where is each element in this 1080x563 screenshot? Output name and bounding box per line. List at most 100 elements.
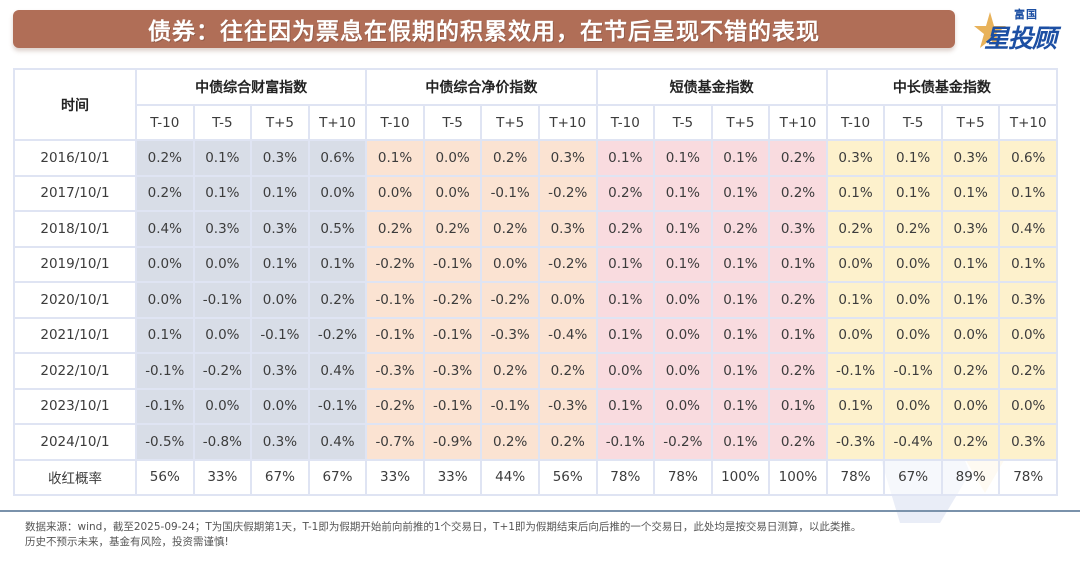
group-header-mid-long-bond-fund: 中长债基金指数 bbox=[825, 68, 1059, 106]
value-cell: 0.3% bbox=[768, 210, 828, 248]
table-row: 2017/10/1 0.2% 0.1% 0.1% 0.0% 0.0% 0.0% -0.1% -0… bbox=[13, 174, 1058, 212]
probability-label: 收红概率 bbox=[13, 458, 137, 496]
value-cell: 0.2% bbox=[537, 423, 598, 461]
value-cell: -0.4% bbox=[537, 316, 598, 354]
star-icon bbox=[974, 12, 1006, 48]
value-cell: 0.0% bbox=[250, 281, 310, 319]
value-cell: -0.1% bbox=[365, 281, 425, 319]
value-cell: 0.1% bbox=[653, 210, 713, 248]
value-cell: 0.0% bbox=[883, 316, 943, 354]
probability-cell: 100% bbox=[710, 458, 771, 496]
value-cell: -0.1% bbox=[825, 352, 886, 390]
value-cell: 0.2% bbox=[537, 352, 598, 390]
table-row: 2020/10/1 0.0% -0.1% 0.0% 0.2% -0.1% -0.2% -0.2… bbox=[13, 281, 1058, 319]
date-cell: 2019/10/1 bbox=[13, 245, 137, 283]
value-cell: 0.2% bbox=[480, 210, 540, 248]
date-cell: 2017/10/1 bbox=[13, 174, 137, 212]
value-cell: 0.1% bbox=[940, 174, 1001, 212]
time-header: 时间 bbox=[13, 68, 137, 141]
value-cell: -0.1% bbox=[135, 387, 195, 425]
value-cell: 0.1% bbox=[365, 139, 425, 177]
value-cell: -0.3% bbox=[365, 352, 425, 390]
value-cell: 0.2% bbox=[480, 423, 540, 461]
probability-cell: 89% bbox=[940, 458, 1001, 496]
value-cell: -0.1% bbox=[365, 316, 425, 354]
probability-cell: 67% bbox=[250, 458, 310, 496]
value-cell: 0.2% bbox=[480, 139, 540, 177]
probability-cell: 56% bbox=[135, 458, 195, 496]
probability-cell: 33% bbox=[192, 458, 253, 496]
value-cell: 0.1% bbox=[710, 139, 771, 177]
value-cell: 0.0% bbox=[998, 316, 1058, 354]
value-cell: 0.1% bbox=[825, 174, 886, 212]
value-cell: 0.0% bbox=[825, 245, 886, 283]
value-cell: 0.1% bbox=[653, 245, 713, 283]
value-cell: 0.1% bbox=[250, 174, 310, 212]
value-cell: 0.2% bbox=[768, 281, 828, 319]
value-cell: 0.1% bbox=[883, 139, 943, 177]
value-cell: 0.3% bbox=[250, 210, 310, 248]
sub-header-tplus5: T+5 bbox=[250, 104, 310, 141]
value-cell: 0.1% bbox=[595, 139, 656, 177]
sub-header-tminus10: T-10 bbox=[365, 104, 425, 141]
value-cell: 0.1% bbox=[135, 316, 195, 354]
value-cell: 0.0% bbox=[883, 245, 943, 283]
value-cell: 0.3% bbox=[537, 139, 598, 177]
value-cell: 0.3% bbox=[998, 281, 1058, 319]
value-cell: -0.1% bbox=[250, 316, 310, 354]
value-cell: -0.1% bbox=[422, 387, 483, 425]
table-row: 2024/10/1 -0.5% -0.8% 0.3% 0.4% -0.7% -0.9% 0.2… bbox=[13, 423, 1058, 461]
risk-disclaimer: 历史不预示未来，基金有风险，投资需谨慎! bbox=[25, 536, 229, 548]
footer-notes: 数据来源：wind，截至2025-09-24；T为国庆假期第1天，T-1即为假期… bbox=[25, 520, 1075, 550]
value-cell: 0.0% bbox=[422, 139, 483, 177]
value-cell: 0.0% bbox=[653, 316, 713, 354]
value-cell: 0.3% bbox=[537, 210, 598, 248]
value-cell: -0.3% bbox=[422, 352, 483, 390]
date-cell: 2023/10/1 bbox=[13, 387, 137, 425]
value-cell: 0.0% bbox=[192, 387, 253, 425]
probability-cell: 78% bbox=[825, 458, 886, 496]
value-cell: -0.3% bbox=[480, 316, 540, 354]
value-cell: 0.2% bbox=[595, 210, 656, 248]
value-cell: 0.3% bbox=[998, 423, 1058, 461]
value-cell: 0.1% bbox=[192, 174, 253, 212]
probability-cell: 78% bbox=[595, 458, 656, 496]
value-cell: 0.3% bbox=[825, 139, 886, 177]
value-cell: 0.2% bbox=[307, 281, 368, 319]
value-cell: 0.1% bbox=[595, 245, 656, 283]
value-cell: 0.1% bbox=[710, 423, 771, 461]
value-cell: 0.2% bbox=[883, 210, 943, 248]
value-cell: 0.1% bbox=[940, 245, 1001, 283]
value-cell: 0.1% bbox=[595, 387, 656, 425]
table-row: 2019/10/1 0.0% 0.0% 0.1% 0.1% -0.2% -0.1% 0.0% -… bbox=[13, 245, 1058, 283]
probability-cell: 44% bbox=[480, 458, 540, 496]
sub-header-row: T-10 T-5 T+5 T+10 T-10 T-5 T+5 T+10 T-10 T-5 T+5 T+… bbox=[14, 104, 1058, 141]
value-cell: 0.2% bbox=[940, 423, 1001, 461]
value-cell: -0.2% bbox=[422, 281, 483, 319]
value-cell: 0.1% bbox=[710, 281, 771, 319]
value-cell: 0.2% bbox=[480, 352, 540, 390]
sub-header-tplus5: T+5 bbox=[940, 104, 1001, 141]
value-cell: 0.1% bbox=[595, 281, 656, 319]
value-cell: -0.9% bbox=[422, 423, 483, 461]
value-cell: 0.1% bbox=[768, 387, 828, 425]
date-cell: 2016/10/1 bbox=[13, 139, 137, 177]
value-cell: 0.2% bbox=[768, 423, 828, 461]
value-cell: 0.4% bbox=[135, 210, 195, 248]
value-cell: 0.0% bbox=[192, 316, 253, 354]
value-cell: 0.0% bbox=[883, 387, 943, 425]
value-cell: 0.0% bbox=[250, 387, 310, 425]
value-cell: 0.1% bbox=[307, 245, 368, 283]
value-cell: -0.2% bbox=[480, 281, 540, 319]
value-cell: -0.2% bbox=[653, 423, 713, 461]
value-cell: -0.1% bbox=[422, 316, 483, 354]
value-cell: 0.1% bbox=[998, 174, 1058, 212]
value-cell: -0.1% bbox=[595, 423, 656, 461]
bond-index-table: 时间 中债综合财富指数 中债综合净价指数 短债基金指数 中长债基金指数 T-10… bbox=[13, 68, 1059, 496]
value-cell: -0.2% bbox=[537, 174, 598, 212]
sub-header-tminus5: T-5 bbox=[653, 104, 713, 141]
value-cell: 0.0% bbox=[422, 174, 483, 212]
value-cell: -0.3% bbox=[537, 387, 598, 425]
value-cell: 0.0% bbox=[135, 245, 195, 283]
table-row: 2021/10/1 0.1% 0.0% -0.1% -0.2% -0.1% -0.1% -0.… bbox=[13, 316, 1058, 354]
